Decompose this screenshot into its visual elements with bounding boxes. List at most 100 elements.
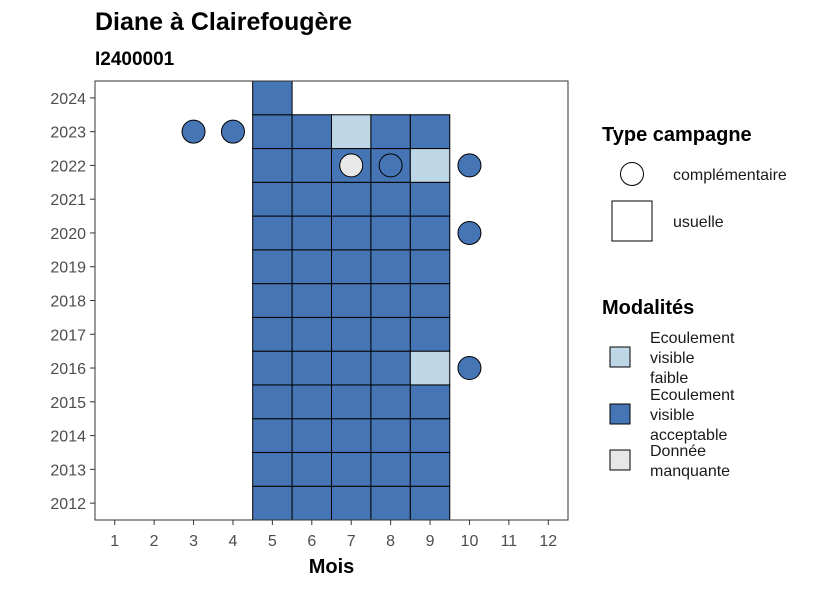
tile-2020-7 <box>331 215 372 251</box>
tile-2013-6 <box>291 451 333 487</box>
x-tick-label-2: 2 <box>150 533 159 550</box>
x-tick-label-9: 9 <box>426 533 435 550</box>
tile-2020-6 <box>291 215 333 251</box>
tile-2020-9 <box>409 215 451 251</box>
chart-subtitle: I2400001 <box>95 49 175 70</box>
x-tick-label-6: 6 <box>307 533 316 550</box>
tile-2021-7 <box>331 181 372 217</box>
tile-2014-9 <box>409 418 451 453</box>
legend-modalites: Modalités Ecoulement visible faible Ecou… <box>602 297 739 480</box>
legend-complementaire-label: complémentaire <box>673 167 787 184</box>
legend-label-acceptable: Ecoulement visible acceptable <box>650 387 739 444</box>
y-tick-label-2013: 2013 <box>50 462 86 479</box>
tile-2017-8 <box>370 316 411 352</box>
legend-faible-line-1: Ecoulement <box>650 330 735 347</box>
tile-2013-9 <box>409 451 451 487</box>
tile-2012-8 <box>370 485 411 521</box>
tile-2022-6 <box>291 148 333 183</box>
tile-2022-9 <box>409 148 451 183</box>
tile-2017-5 <box>252 316 293 352</box>
tile-2015-6 <box>291 384 333 420</box>
y-tick-label-2012: 2012 <box>50 496 86 513</box>
x-axis-title: Mois <box>309 556 355 578</box>
tile-2019-5 <box>252 249 293 285</box>
y-tick-label-2015: 2015 <box>50 395 86 412</box>
tile-2019-8 <box>370 249 411 285</box>
tile-2015-9 <box>409 384 451 420</box>
tile-2016-7 <box>331 350 372 386</box>
point-2020-10 <box>457 220 482 245</box>
tile-2016-9 <box>409 350 451 386</box>
tile-2020-5 <box>252 215 293 251</box>
tile-2015-7 <box>331 384 372 420</box>
y-tick-label-2014: 2014 <box>50 429 86 446</box>
tile-2023-6 <box>291 114 333 150</box>
tile-2015-8 <box>370 384 411 420</box>
tile-2014-6 <box>291 418 333 453</box>
legend-label-faible: Ecoulement visible faible <box>650 330 739 387</box>
tile-2022-5 <box>252 148 293 183</box>
tile-2021-8 <box>370 181 411 217</box>
tile-2023-5 <box>252 114 293 150</box>
tile-2016-5 <box>252 350 293 386</box>
tile-2012-6 <box>291 485 333 521</box>
point-2023-4 <box>220 119 245 144</box>
tile-2023-9 <box>409 114 451 150</box>
tile-2024-5 <box>252 80 293 116</box>
tile-2017-9 <box>409 316 451 352</box>
y-tick-label-2018: 2018 <box>50 294 86 311</box>
legend-modalites-title: Modalités <box>602 297 694 319</box>
legend-faible-line-2: visible <box>650 350 695 367</box>
tile-2020-8 <box>370 215 411 251</box>
point-2022-8 <box>378 153 403 178</box>
x-tick-label-3: 3 <box>189 533 198 550</box>
tile-2015-5 <box>252 384 293 420</box>
legend-manquante-line-1: Donnée <box>650 443 706 460</box>
tile-2013-5 <box>252 451 293 487</box>
point-2022-10 <box>457 153 482 178</box>
legend-usuelle-label: usuelle <box>673 214 724 231</box>
legend-key-manquante <box>609 449 631 471</box>
tile-2018-5 <box>252 283 293 318</box>
legend-acceptable-line-1: Ecoulement <box>650 387 735 404</box>
tile-2018-7 <box>331 283 372 318</box>
x-tick-label-12: 12 <box>539 533 557 550</box>
x-tick-label-5: 5 <box>268 533 277 550</box>
x-tick-label-4: 4 <box>229 533 238 550</box>
tile-2018-6 <box>291 283 333 318</box>
y-tick-label-2019: 2019 <box>50 260 86 277</box>
tile-2012-5 <box>252 485 293 521</box>
legend-acceptable-line-2: visible <box>650 407 695 424</box>
tile-2016-6 <box>291 350 333 386</box>
y-tick-label-2022: 2022 <box>50 158 86 175</box>
legend-square-key <box>611 200 653 242</box>
tile-2019-9 <box>409 249 451 285</box>
tile-2016-8 <box>370 350 411 386</box>
legend-manquante-line-2: manquante <box>650 463 730 480</box>
tile-2014-7 <box>331 418 372 453</box>
x-tick-label-11: 11 <box>501 533 518 550</box>
legend-key-acceptable <box>609 403 631 425</box>
point-2016-10 <box>457 356 482 381</box>
y-tick-label-2020: 2020 <box>50 226 86 243</box>
legend-type-title: Type campagne <box>602 124 752 146</box>
y-tick-label-2023: 2023 <box>50 125 86 142</box>
y-tick-label-2021: 2021 <box>50 192 86 209</box>
tile-2018-8 <box>370 283 411 318</box>
legend-faible-line-3: faible <box>650 370 688 387</box>
tile-2021-6 <box>291 181 333 217</box>
tile-2019-6 <box>291 249 333 285</box>
y-tick-label-2016: 2016 <box>50 361 86 378</box>
legend-type-campagne: Type campagne complémentaire usuelle <box>602 124 787 242</box>
x-axis: 1 2 3 4 5 6 7 8 9 10 11 12 <box>110 520 557 550</box>
tile-2012-9 <box>409 485 451 521</box>
x-tick-label-8: 8 <box>386 533 395 550</box>
tile-2013-8 <box>370 451 411 487</box>
x-tick-label-7: 7 <box>347 533 356 550</box>
tile-2023-7 <box>331 114 372 150</box>
legend-key-faible <box>609 346 631 368</box>
legend-acceptable-line-3: acceptable <box>650 427 727 444</box>
x-tick-label-1: 1 <box>110 533 119 550</box>
